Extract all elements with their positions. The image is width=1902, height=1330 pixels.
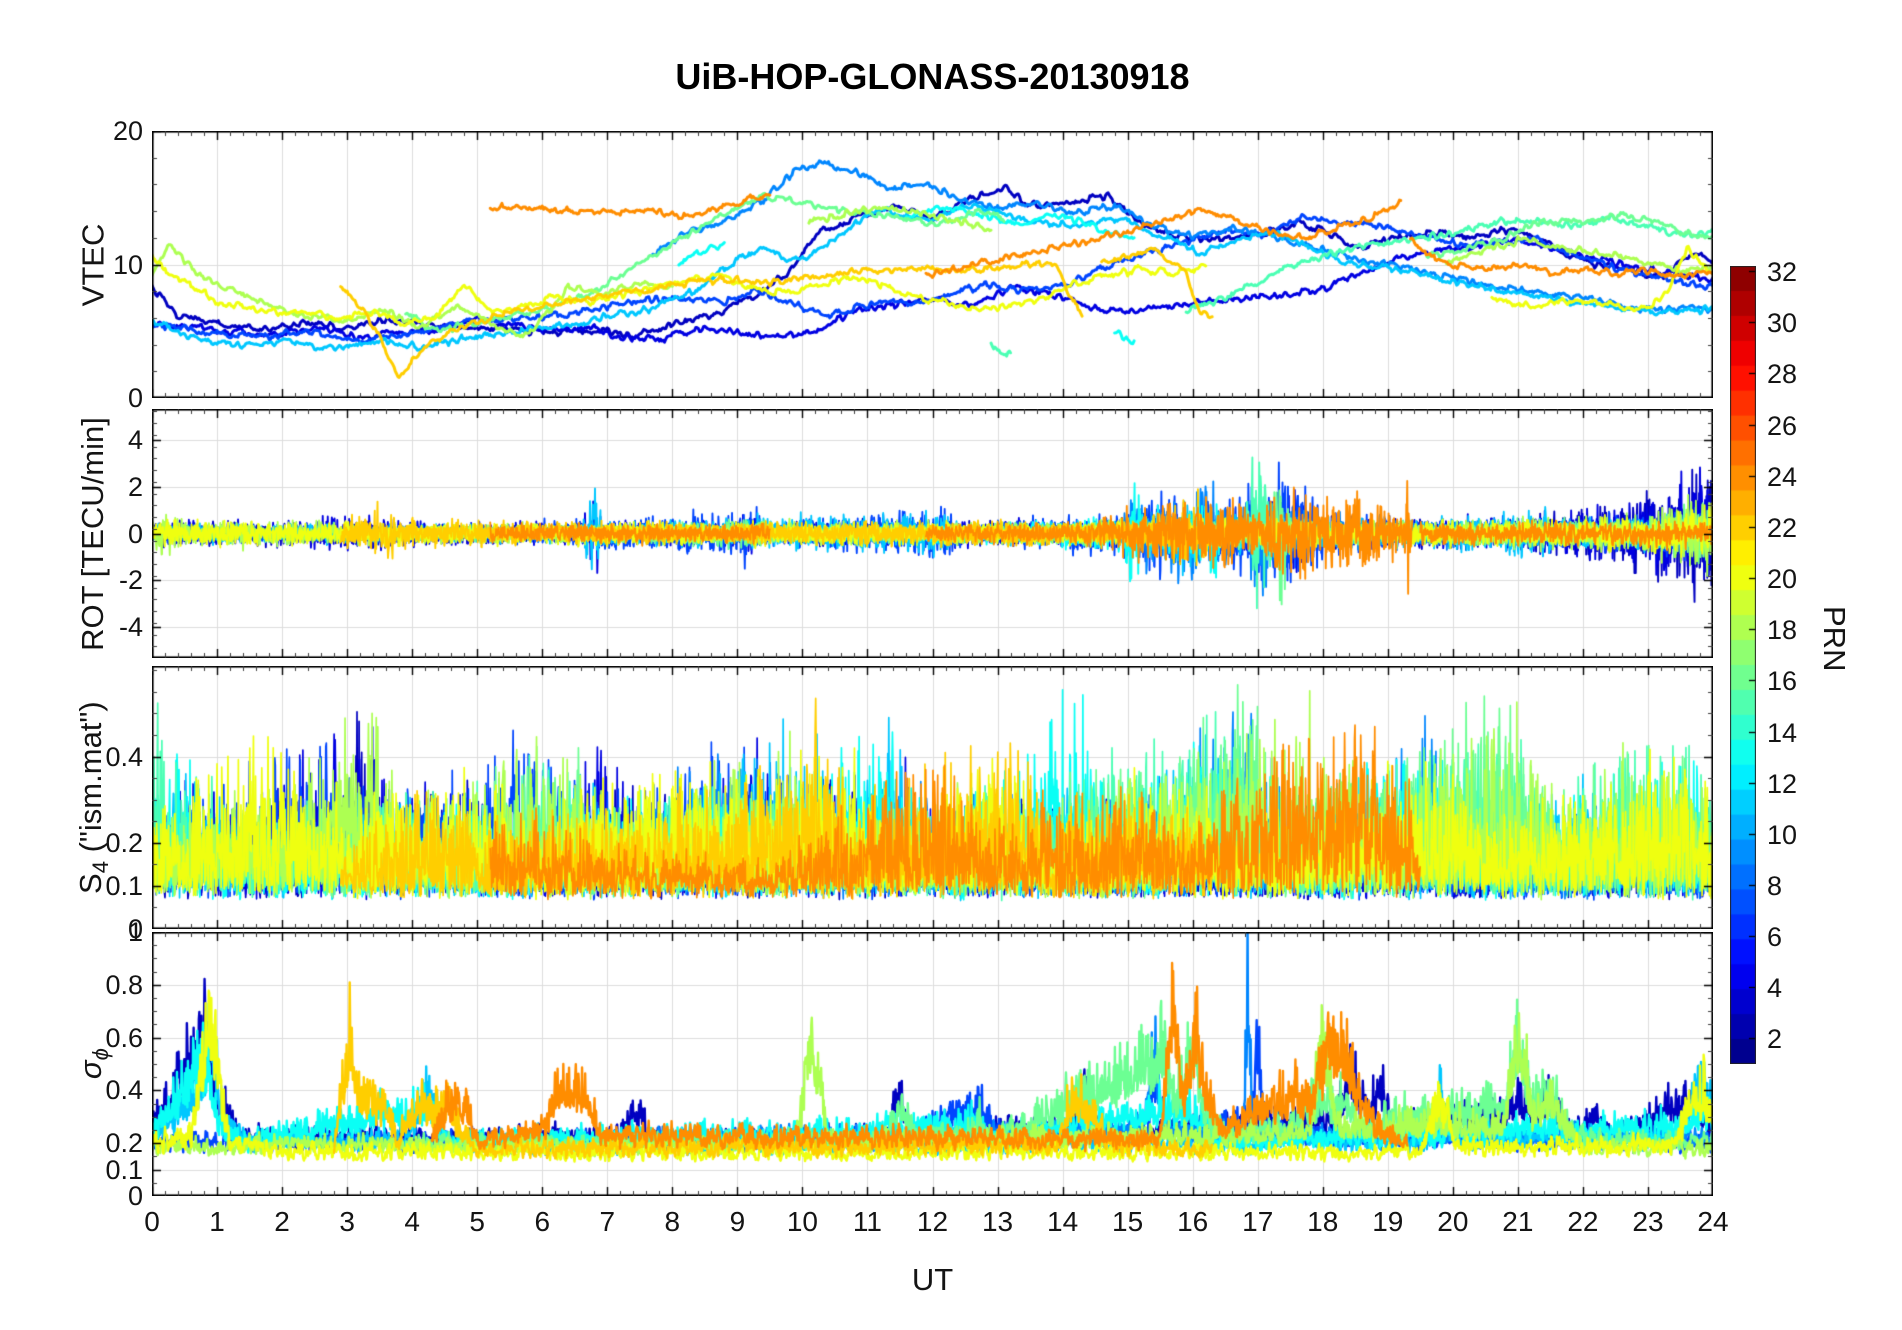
colorbar-tick-label: 10 — [1767, 819, 1798, 850]
y-tick-label: 0 — [127, 914, 143, 944]
y-tick-label: 1 — [127, 917, 143, 947]
x-tick-label: 12 — [916, 1206, 949, 1237]
y-tick-label: 0.8 — [105, 969, 143, 1000]
colorbar-tick-label: 26 — [1767, 410, 1798, 441]
x-tick-label: 21 — [1502, 1206, 1534, 1237]
x-tick-label: 3 — [339, 1206, 355, 1237]
colorbar-tick-label: 4 — [1767, 972, 1783, 1003]
x-axis-label: UT — [911, 1262, 954, 1297]
x-tick-label: 24 — [1697, 1206, 1729, 1237]
vtec-panel-canvas — [152, 131, 1713, 398]
colorbar-tick-label: 32 — [1767, 256, 1798, 287]
x-tick-label: 22 — [1567, 1206, 1599, 1237]
y-tick-label: 0 — [127, 1181, 143, 1211]
colorbar-tick-label: 22 — [1767, 512, 1798, 543]
x-tick-label: 6 — [534, 1206, 551, 1237]
y-tick-label: 0.6 — [105, 1022, 143, 1053]
colorbar-label: PRN — [1817, 606, 1852, 672]
colorbar-tick-label: 18 — [1767, 614, 1798, 645]
x-tick-label: 9 — [729, 1206, 746, 1237]
y-tick-label: 0 — [127, 518, 143, 549]
x-tick-label: 15 — [1112, 1206, 1144, 1237]
x-tick-label: 23 — [1632, 1206, 1664, 1237]
x-tick-label: 5 — [469, 1206, 485, 1237]
y-tick-label: 0 — [127, 383, 143, 413]
x-tick-label: 17 — [1242, 1206, 1274, 1237]
colorbar-tick-label: 24 — [1767, 461, 1798, 492]
x-tick-label: 1 — [209, 1206, 225, 1237]
colorbar-tick-label: 14 — [1767, 717, 1798, 748]
sigma-panel-canvas — [152, 932, 1713, 1196]
x-tick-label: 8 — [664, 1206, 681, 1237]
chart-title: UiB-HOP-GLONASS-20130918 — [675, 56, 1190, 97]
y-tick-label: 20 — [112, 116, 143, 146]
x-tick-label: 19 — [1372, 1206, 1404, 1237]
x-tick-label: 7 — [599, 1206, 616, 1237]
x-tick-label: 20 — [1437, 1206, 1469, 1237]
y-tick-label: 0.2 — [105, 1128, 143, 1159]
colorbar-tick-label: 2 — [1767, 1023, 1783, 1054]
y-tick-label: 2 — [127, 471, 143, 502]
x-tick-label: 4 — [404, 1206, 420, 1237]
y-tick-label: 4 — [127, 424, 143, 455]
colorbar-tick-label: 12 — [1767, 768, 1798, 799]
x-tick-label: 0 — [144, 1206, 160, 1237]
y-tick-label: 10 — [112, 249, 143, 280]
y-tick-label: 0.2 — [105, 827, 143, 858]
x-tick-label: 10 — [786, 1206, 818, 1237]
x-tick-label: 16 — [1177, 1206, 1209, 1237]
rot-panel-canvas — [152, 409, 1713, 658]
colorbar-tick-label: 8 — [1767, 870, 1783, 901]
x-tick-label: 18 — [1307, 1206, 1339, 1237]
colorbar-tick-label: 30 — [1767, 307, 1798, 338]
y-tick-label: 0.1 — [105, 1154, 143, 1185]
s4-panel-canvas — [152, 666, 1713, 929]
colorbar-tick-label: 16 — [1767, 665, 1798, 696]
y-tick-label: 0.4 — [105, 1075, 143, 1106]
colorbar-tick-label: 6 — [1767, 921, 1783, 952]
y-tick-label: 0.1 — [105, 870, 143, 901]
x-tick-label: 13 — [981, 1206, 1014, 1237]
x-tick-label: 14 — [1047, 1206, 1079, 1237]
y-tick-label: -2 — [118, 565, 143, 596]
x-tick-label: 2 — [274, 1206, 290, 1237]
colorbar-tick-label: 20 — [1767, 563, 1798, 594]
y-tick-label: 0.4 — [105, 741, 143, 772]
y-tick-label: -4 — [118, 612, 143, 643]
colorbar-tick-label: 28 — [1767, 358, 1798, 389]
colorbar-canvas — [1730, 266, 1756, 1064]
x-tick-label: 11 — [852, 1206, 882, 1237]
